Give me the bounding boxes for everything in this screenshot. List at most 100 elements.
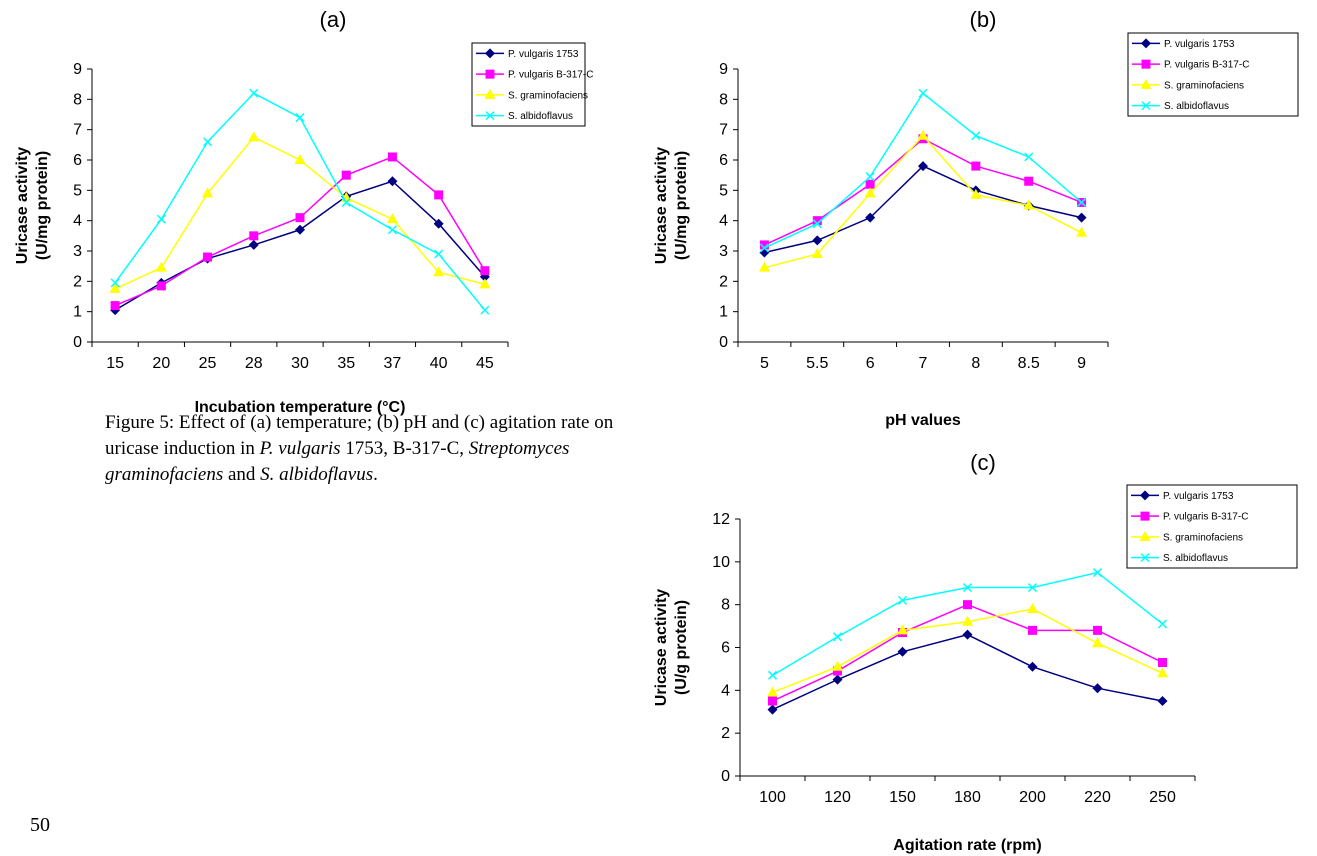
chart-b-y-tick-label: 2 — [719, 273, 728, 290]
chart-c-point-s-graminofaciens — [767, 686, 778, 697]
chart-c-y-tick-label: 4 — [721, 682, 730, 699]
chart-b-point-s-albidoflavus — [1077, 197, 1087, 207]
chart-a-point-s-graminofaciens — [202, 187, 214, 198]
chart-a-legend-marker-s-albidoflavus — [485, 111, 495, 121]
chart-a-point-p-vulgaris-b317c — [341, 170, 351, 180]
chart-c-point-p-vulgaris-b317c — [768, 696, 777, 706]
chart-a-point-s-albidoflavus — [387, 225, 397, 235]
chart-a-legend-label-p-vulgaris-b317c: P. vulgaris B-317-C — [508, 70, 593, 81]
chart-a-x-tick-label: 20 — [152, 355, 170, 372]
chart-b-legend-label-p-vulgaris-b317c: P. vulgaris B-317-C — [1164, 60, 1249, 71]
chart-c-legend-box — [1126, 484, 1298, 569]
chart-b-y-tick-label: 0 — [719, 334, 728, 351]
chart-a-legend: P. vulgaris 1753 P. vulgaris B-317-C S. gr… — [471, 42, 593, 127]
chart-c-legend-label-s-graminofaciens: S. graminofaciens — [1163, 532, 1243, 543]
chart-c-point-s-graminofaciens — [962, 615, 973, 626]
chart-a-point-s-graminofaciens — [155, 261, 167, 272]
chart-b-legend-marker-p-vulgaris-b317c — [1141, 59, 1151, 69]
chart-a-point-p-vulgaris-b317c — [203, 252, 213, 262]
chart-a-x-tick-label: 30 — [291, 355, 309, 372]
chart-a-y-axis-label: Uricase activity — [14, 147, 31, 265]
chart-c-x-tick-label: 180 — [954, 789, 981, 806]
chart-c-title: (c) — [970, 450, 996, 475]
chart-c-y-tick-label: 8 — [721, 597, 730, 614]
chart-b-y-tick-label: 5 — [719, 182, 728, 199]
chart-c-point-p-vulgaris-1753 — [962, 629, 973, 640]
chart-a-point-p-vulgaris-b317c — [110, 301, 120, 311]
chart-c-x-axis-label: Agitation rate (rpm) — [893, 837, 1041, 854]
chart-a-point-s-graminofaciens — [386, 213, 398, 224]
chart-c-point-s-albidoflavus — [1157, 619, 1168, 629]
chart-b-point-s-albidoflavus — [1024, 152, 1034, 162]
chart-c-point-p-vulgaris-b317c — [963, 600, 972, 610]
chart-c-legend-marker-p-vulgaris-b317c — [1140, 511, 1150, 521]
chart-a-legend-marker-s-graminofaciens — [484, 88, 496, 99]
chart-a-legend-label-s-graminofaciens: S. graminofaciens — [508, 90, 588, 101]
chart-c-point-s-graminofaciens — [1092, 637, 1103, 648]
chart-a-x-tick-label: 40 — [430, 355, 448, 372]
chart-b-point-s-graminofaciens — [1023, 199, 1035, 210]
chart-b-y-tick-label: 7 — [719, 122, 728, 139]
chart-c-point-s-graminofaciens — [1157, 667, 1168, 678]
chart-a-point-s-graminofaciens — [294, 154, 306, 164]
chart-b-x-tick-label: 9 — [1077, 355, 1086, 372]
chart-b-point-s-albidoflavus — [812, 219, 822, 229]
chart-c-legend-label-p-vulgaris-1753: P. vulgaris 1753 — [1163, 491, 1234, 502]
chart-a-legend-label-p-vulgaris-1753: P. vulgaris 1753 — [508, 49, 579, 60]
chart-a-point-p-vulgaris-1753 — [433, 218, 444, 229]
chart-a-point-s-albidoflavus — [480, 305, 490, 315]
chart-c-y-tick-label: 12 — [712, 511, 730, 528]
chart-b-y-tick-label: 9 — [719, 61, 728, 78]
chart-b-legend: P. vulgaris 1753 P. vulgaris B-317-C S. gr… — [1127, 32, 1299, 117]
chart-a-y-axis-label: (U/mg protein) — [34, 151, 51, 260]
chart-b-point-p-vulgaris-b317c — [759, 240, 769, 250]
chart-a-x-axis-label: Incubation temperature (°C) — [195, 399, 406, 416]
chart-c-x-tick-label: 150 — [889, 789, 916, 806]
caption-text-2: 1753, B-317-C, — [340, 438, 469, 459]
chart-c-legend: P. vulgaris 1753 P. vulgaris B-317-C S. gr… — [1126, 484, 1298, 569]
chart-b-point-s-graminofaciens — [864, 187, 876, 198]
caption-species-1: P. vulgaris — [259, 438, 341, 459]
chart-c-point-s-albidoflavus — [962, 583, 973, 593]
chart-c-point-s-albidoflavus — [897, 595, 908, 605]
chart-a-y-tick-label: 7 — [73, 122, 82, 139]
caption-species-2: Streptomyces graminofaciens — [105, 438, 570, 485]
caption-text-1: Figure 5: Effect of (a) temperature; (b)… — [105, 412, 614, 459]
chart-c-y-tick-label: 6 — [721, 640, 730, 657]
caption-species-3: S. albidoflavus — [260, 464, 374, 485]
chart-b-point-s-graminofaciens — [758, 261, 770, 272]
chart-a-point-p-vulgaris-b317c — [295, 213, 305, 223]
chart-c-point-s-albidoflavus — [1027, 583, 1038, 593]
chart-b-y-tick-label: 3 — [719, 243, 728, 260]
chart-b-point-p-vulgaris-b317c — [1024, 176, 1034, 186]
chart-a-y-tick-label: 4 — [73, 213, 82, 230]
chart-a-point-p-vulgaris-1753 — [295, 224, 305, 235]
chart-c-point-s-graminofaciens — [897, 624, 908, 635]
chart-a-point-s-graminofaciens — [479, 278, 491, 289]
chart-b-x-tick-label: 6 — [866, 355, 875, 372]
chart-a-y-tick-label: 3 — [73, 243, 82, 260]
chart-b-point-s-graminofaciens — [811, 248, 823, 259]
chart-a-y-tick-label: 0 — [73, 334, 82, 351]
chart-a-point-p-vulgaris-b317c — [480, 266, 490, 276]
chart-c-x-tick-label: 200 — [1019, 789, 1046, 806]
chart-a-x-tick-label: 35 — [337, 355, 355, 372]
chart-a-point-s-albidoflavus — [156, 214, 166, 224]
chart-b-point-s-albidoflavus — [865, 172, 875, 182]
chart-b-point-s-albidoflavus — [759, 243, 769, 253]
caption-text-4: . — [373, 464, 378, 485]
chart-b-x-tick-label: 5 — [760, 355, 769, 372]
chart-c-y-axis-label: Uricase activity — [653, 589, 670, 707]
chart-b-x-tick-label: 8.5 — [1018, 355, 1040, 372]
chart-a-x-tick-label: 28 — [245, 355, 263, 372]
chart-c-legend-marker-s-albidoflavus — [1140, 553, 1150, 563]
chart-c-point-p-vulgaris-b317c — [1028, 625, 1037, 635]
chart-a-point-p-vulgaris-b317c — [434, 190, 444, 200]
chart-b-y-tick-label: 4 — [719, 213, 728, 230]
chart-a-point-s-albidoflavus — [341, 197, 351, 207]
chart-c-point-p-vulgaris-1753 — [832, 674, 843, 685]
chart-c-point-p-vulgaris-b317c — [1158, 657, 1167, 667]
chart-a-point-s-albidoflavus — [249, 88, 259, 98]
